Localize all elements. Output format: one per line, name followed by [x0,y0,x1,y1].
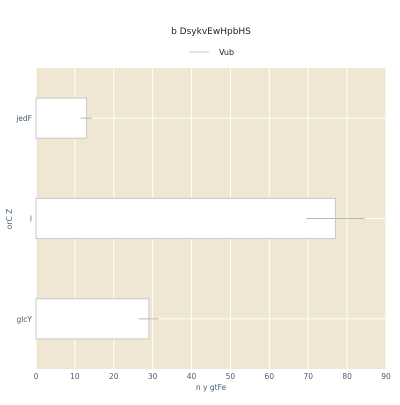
x-tick-labels: 0 10 20 30 40 50 60 70 80 90 [34,372,391,381]
bar-glcY [35,298,150,340]
x-tick-label: 20 [109,372,119,381]
x-tick-label: 30 [148,372,158,381]
x-tick-label: 40 [187,372,197,381]
bar-l [35,197,336,240]
chart-title: b DsykvEwHpbHS [171,27,251,37]
x-axis-label: n y gtFe [196,383,227,392]
bar-jedF [35,97,88,139]
x-tick-label: 60 [265,372,275,381]
y-tick-label: l [30,215,32,224]
error-bars [80,117,365,320]
bars [35,97,336,340]
y-tick-label: jedF [15,114,32,123]
x-tick-label: 0 [34,372,39,381]
x-tick-label: 10 [70,372,80,381]
y-axis-label: orC Z [5,209,14,229]
y-tick-labels: jedF l glcY [15,114,32,324]
x-tick-label: 50 [226,372,236,381]
legend: Vub [189,48,234,57]
x-tick-label: 90 [381,372,391,381]
x-tick-label: 70 [303,372,313,381]
x-tick-label: 80 [342,372,352,381]
y-tick-label: glcY [16,315,32,324]
legend-label: Vub [219,48,234,57]
